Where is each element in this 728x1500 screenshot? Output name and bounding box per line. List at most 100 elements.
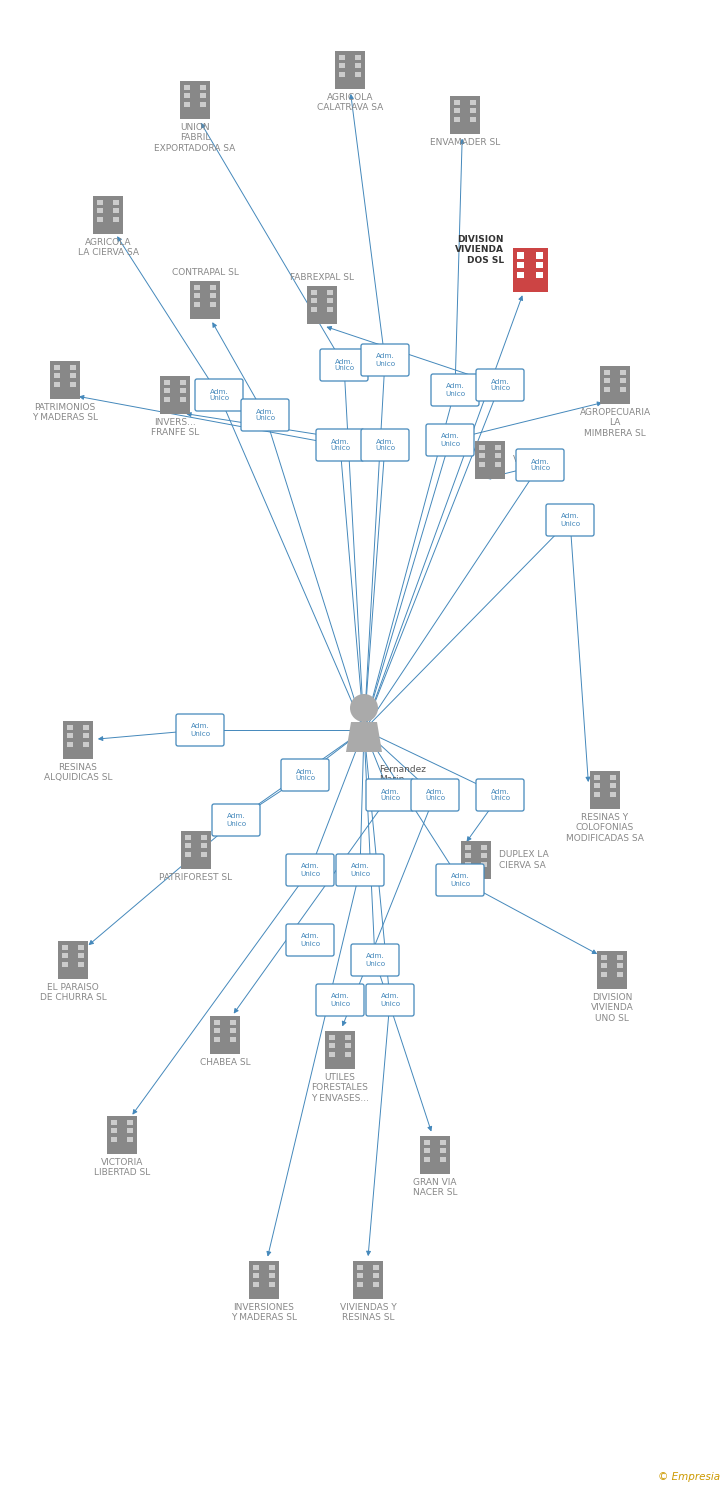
Bar (54, 374, 60, 378)
Bar (373, 1281, 379, 1287)
Text: AGROPECUARIA
LA
MIMBRERA SL: AGROPECUARIA LA MIMBRERA SL (579, 408, 651, 438)
Bar (70, 364, 76, 370)
FancyBboxPatch shape (366, 984, 414, 1016)
FancyBboxPatch shape (411, 778, 459, 812)
FancyBboxPatch shape (436, 864, 484, 895)
Bar (464, 844, 471, 850)
FancyBboxPatch shape (546, 504, 594, 536)
Bar (253, 1281, 259, 1287)
Bar (373, 1264, 379, 1270)
Bar (185, 843, 191, 849)
Bar (495, 453, 502, 459)
FancyBboxPatch shape (361, 344, 409, 376)
FancyBboxPatch shape (426, 424, 474, 456)
Bar (480, 844, 488, 850)
Bar (93, 196, 123, 234)
Bar (325, 1030, 355, 1069)
FancyBboxPatch shape (476, 778, 524, 812)
Bar (513, 248, 547, 292)
Bar (517, 272, 524, 278)
Bar (194, 302, 200, 307)
Bar (420, 1136, 450, 1174)
Text: Adm.
Unico: Adm. Unico (255, 408, 275, 422)
Bar (210, 1016, 240, 1054)
Bar (83, 724, 90, 730)
Polygon shape (346, 722, 382, 752)
Bar (597, 951, 627, 988)
Bar (593, 792, 600, 796)
Text: DIVISION
VIVIENDA
UNO SL: DIVISION VIVIENDA UNO SL (590, 993, 633, 1023)
Bar (440, 1148, 446, 1154)
Text: Adm.
Unico: Adm. Unico (490, 789, 510, 801)
Bar (180, 388, 186, 393)
Bar (213, 1028, 220, 1033)
Bar (470, 117, 476, 122)
Bar (339, 72, 345, 76)
FancyBboxPatch shape (316, 429, 364, 460)
FancyBboxPatch shape (316, 984, 364, 1016)
Bar (470, 108, 476, 114)
FancyBboxPatch shape (320, 350, 368, 381)
Bar (424, 1148, 430, 1154)
Bar (78, 945, 84, 950)
Text: CONTRAPAL SL: CONTRAPAL SL (172, 268, 239, 278)
Bar (617, 963, 623, 969)
Bar (311, 306, 317, 312)
Text: Adm.
Unico: Adm. Unico (330, 438, 350, 452)
Bar (373, 1274, 379, 1278)
Bar (536, 252, 543, 258)
Bar (97, 200, 103, 206)
Bar (454, 108, 460, 114)
Bar (83, 741, 90, 747)
Bar (424, 1156, 430, 1162)
Bar (164, 380, 170, 386)
Bar (328, 1052, 335, 1058)
FancyBboxPatch shape (241, 399, 289, 430)
Bar (201, 843, 207, 849)
FancyBboxPatch shape (212, 804, 260, 836)
Text: Adm.
Unico: Adm. Unico (209, 388, 229, 402)
Bar (253, 1264, 259, 1270)
Bar (464, 853, 471, 858)
FancyBboxPatch shape (336, 853, 384, 886)
Bar (601, 963, 607, 969)
Text: Adm.
Unico: Adm. Unico (375, 438, 395, 452)
Bar (66, 741, 74, 747)
Bar (590, 771, 620, 808)
Text: Adm.
Unico: Adm. Unico (330, 993, 350, 1006)
Text: Adm.
Unico: Adm. Unico (380, 993, 400, 1006)
Bar (201, 836, 207, 840)
Bar (62, 945, 68, 950)
Bar (601, 972, 607, 976)
Text: Adm.
Unico: Adm. Unico (350, 864, 370, 876)
Bar (593, 783, 600, 789)
Bar (185, 836, 191, 840)
Bar (183, 93, 190, 99)
Bar (183, 102, 190, 106)
Bar (199, 93, 207, 99)
Bar (470, 100, 476, 105)
Bar (194, 292, 200, 298)
FancyBboxPatch shape (351, 944, 399, 976)
Bar (97, 216, 103, 222)
Bar (345, 1042, 352, 1048)
Bar (230, 1036, 237, 1042)
Bar (357, 1264, 363, 1270)
Bar (353, 1262, 383, 1299)
Bar (345, 1035, 352, 1040)
FancyBboxPatch shape (361, 429, 409, 460)
Text: Adm.
Unico: Adm. Unico (560, 513, 580, 526)
FancyBboxPatch shape (366, 778, 414, 812)
Bar (461, 842, 491, 879)
Bar (440, 1140, 446, 1144)
Bar (213, 1020, 220, 1025)
Text: Adm.
Unico: Adm. Unico (300, 864, 320, 876)
Text: ENVAMADER SL: ENVAMADER SL (430, 138, 500, 147)
Bar (164, 388, 170, 393)
Text: Fernandez
Marin
Regalada: Fernandez Marin Regalada (379, 765, 426, 795)
Text: Adm.
Unico: Adm. Unico (334, 358, 354, 372)
Bar (475, 441, 505, 479)
Bar (164, 396, 170, 402)
Bar (63, 722, 93, 759)
Bar (201, 852, 207, 856)
